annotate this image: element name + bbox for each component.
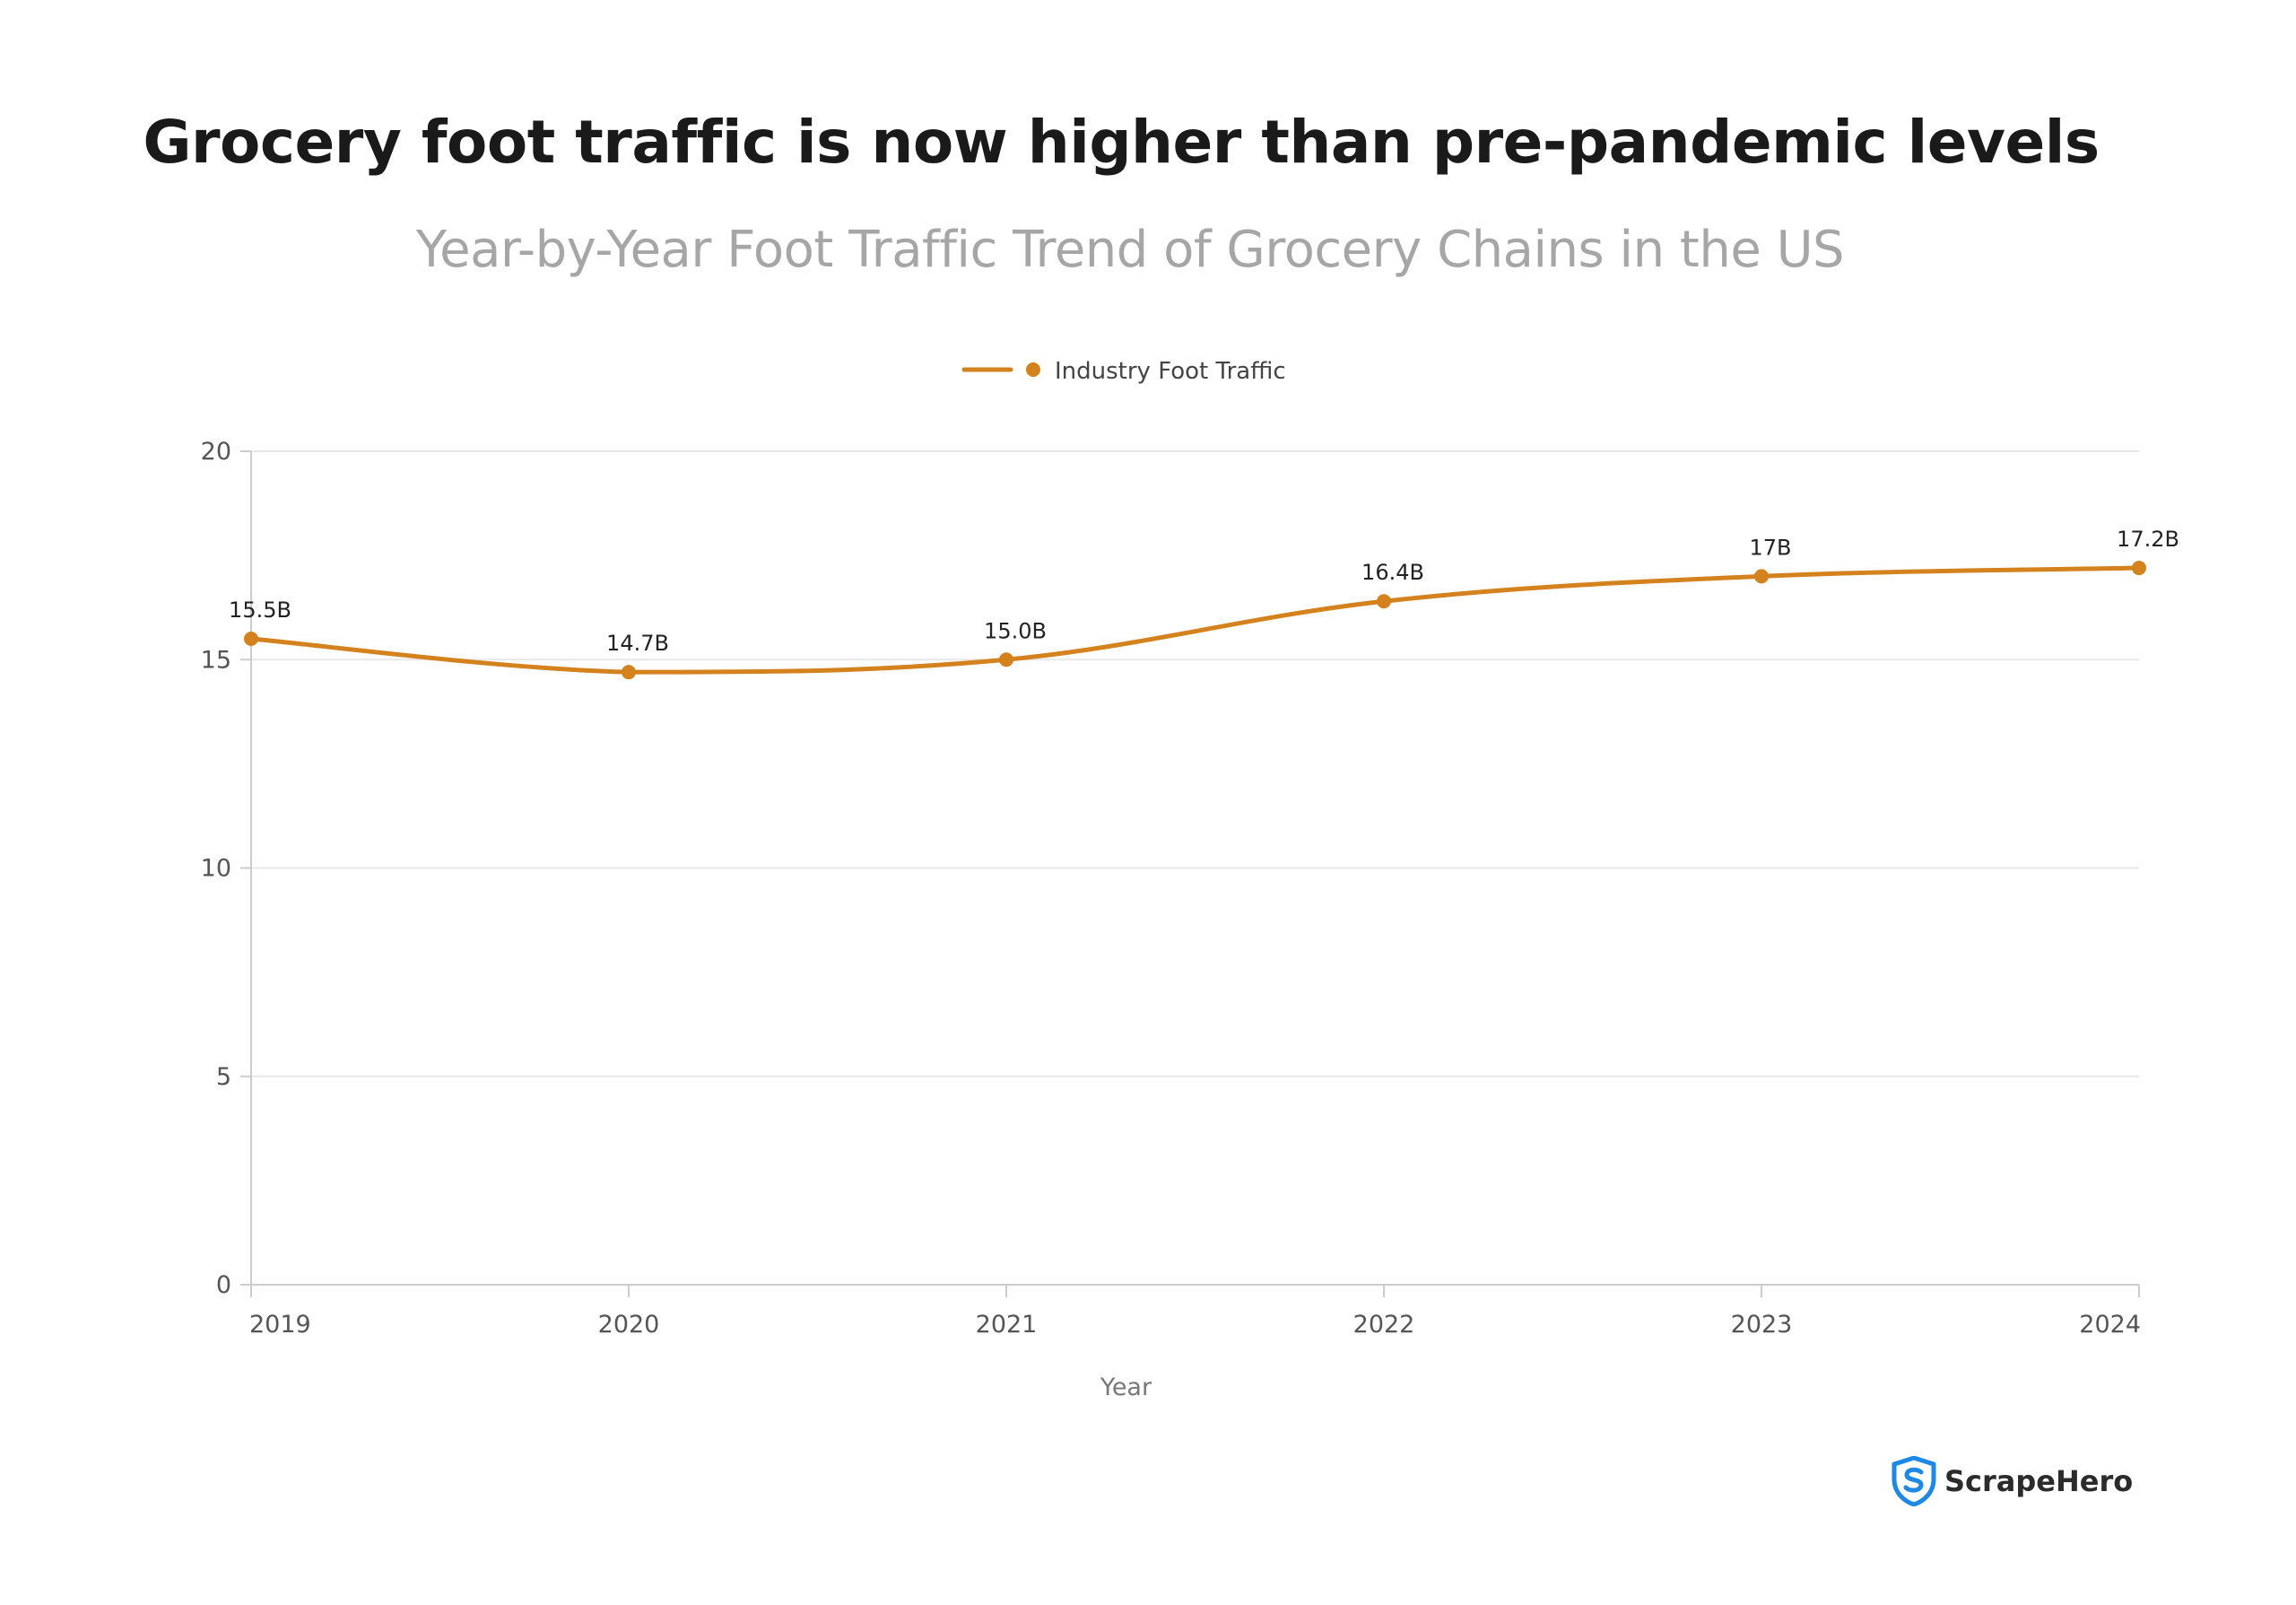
grid-lines [251,450,2139,1077]
data-label: 14.7B [606,631,669,656]
series-line [248,565,2142,675]
chart-subtitle: Year-by-Year Foot Traffic Trend of Groce… [415,221,1845,279]
series-layer [244,561,2146,680]
x-tick-label: 2022 [1353,1311,1415,1339]
y-tick-label: 20 [201,438,231,466]
x-tick-label: 2020 [598,1311,660,1339]
x-tick-label: 2019 [249,1311,311,1339]
brand-logo: ScrapeHero [1891,1456,2133,1506]
brand-name: ScrapeHero [1944,1464,2134,1498]
data-point [1754,569,1769,584]
data-label: 16.4B [1361,560,1424,585]
data-point [999,652,1013,667]
data-label: 17B [1749,535,1791,560]
chart-title: Grocery foot traffic is now higher than … [143,108,2100,177]
data-point [244,632,258,647]
shield-s-icon [1892,1456,1936,1506]
data-label: 15.0B [984,618,1047,643]
data-label: 15.5B [229,598,291,623]
x-tick-label: 2024 [2079,1311,2141,1339]
legend: Industry Foot Traffic [961,358,1286,385]
y-tick-label: 15 [201,646,231,674]
x-tick-label: 2021 [976,1311,1038,1339]
legend-swatch-marker [1026,362,1040,377]
x-tick-label: 2023 [1731,1311,1793,1339]
legend-label: Industry Foot Traffic [1055,358,1286,385]
x-axis-title: Year [1100,1374,1152,1401]
axes: 0 5 10 15 20 2019 2020 2021 2022 2023 2024 Year [201,438,2141,1401]
data-point [622,665,636,680]
data-label: 17.2B [2117,527,2179,552]
y-tick-label: 10 [201,855,231,883]
data-point [1377,594,1391,609]
data-labels: 15.5B 14.7B 15.0B 16.4B 17B 17.2B [229,527,2179,656]
y-tick-label: 5 [216,1063,231,1091]
data-point [2132,561,2146,576]
y-tick-label: 0 [216,1271,231,1299]
